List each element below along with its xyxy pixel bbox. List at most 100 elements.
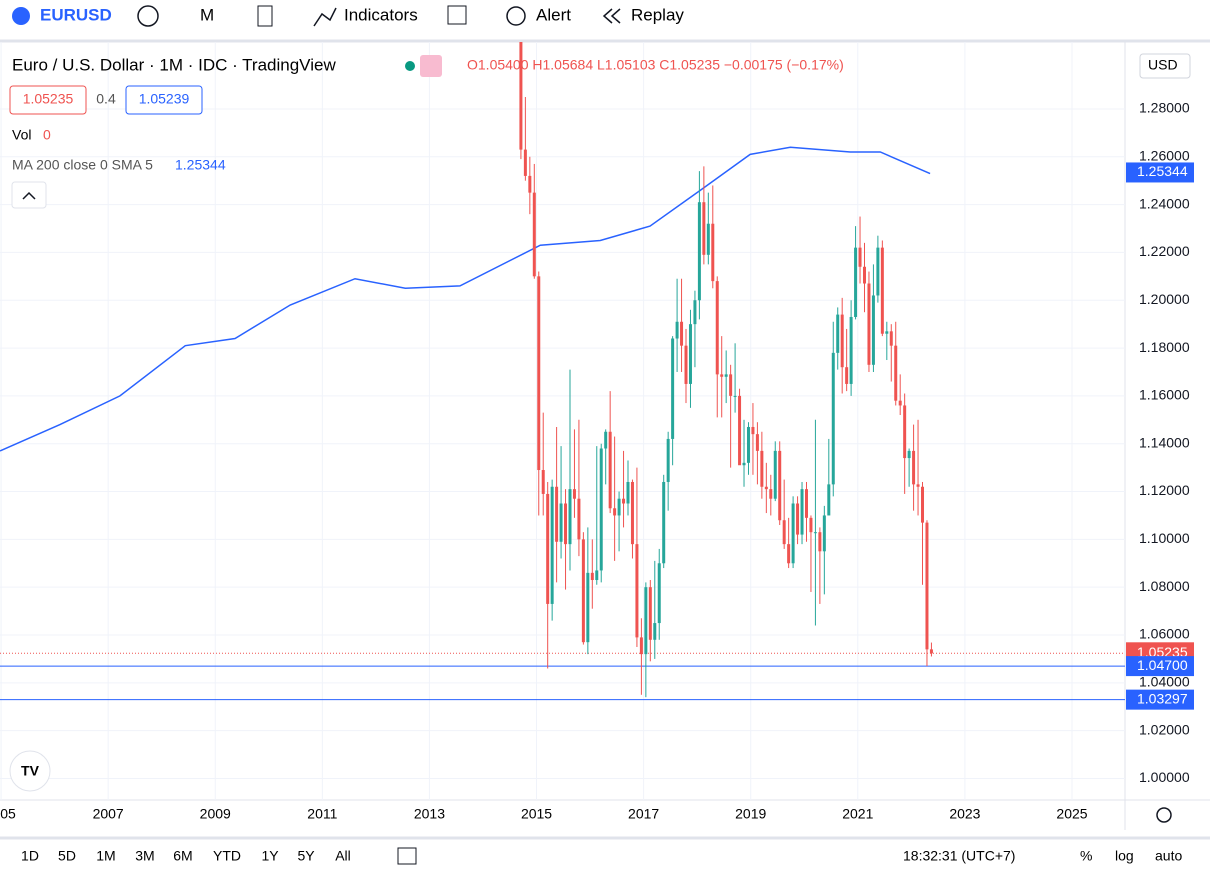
ma-value: 1.25344 — [175, 157, 226, 173]
candle-body — [849, 316, 853, 384]
x-tick-label: 2011 — [307, 806, 337, 822]
replay-button[interactable]: Replay — [631, 5, 684, 24]
y-tick-label: 1.02000 — [1139, 721, 1190, 737]
x-tick-label: 2009 — [200, 806, 231, 822]
candle-body — [635, 544, 639, 638]
candle-body — [862, 266, 866, 284]
candle-body — [715, 281, 719, 375]
candle-body — [822, 515, 826, 552]
candle-body — [773, 450, 777, 499]
y-tick-label: 1.22000 — [1139, 243, 1190, 259]
candle-body — [702, 202, 706, 255]
candle-body — [693, 300, 697, 325]
y-tick-label: 1.14000 — [1139, 434, 1190, 450]
date-range-icon[interactable] — [397, 847, 417, 865]
y-tick-label: 1.10000 — [1139, 530, 1190, 546]
range-button[interactable]: 5Y — [297, 848, 315, 864]
candle-body — [653, 623, 657, 640]
percent-toggle[interactable]: % — [1080, 848, 1092, 864]
candle-body — [617, 498, 621, 516]
range-button[interactable]: 1D — [21, 848, 39, 864]
candle-body — [791, 503, 795, 564]
candle-body — [550, 486, 554, 604]
candle-body — [608, 431, 612, 509]
candle-body — [559, 503, 563, 542]
indicators-icon[interactable] — [313, 7, 337, 27]
candle-body — [764, 486, 768, 490]
x-tick-label: 05 — [0, 806, 16, 822]
candle-body — [809, 517, 813, 533]
price-tag: 1.04700 — [1137, 657, 1188, 673]
candle-body — [787, 544, 791, 564]
indicators-button[interactable]: Indicators — [344, 5, 418, 24]
range-button[interactable]: All — [335, 848, 351, 864]
range-button[interactable]: 3M — [135, 848, 154, 864]
overlay: Euro / U.S. Dollar · 1M · IDC · TradingV… — [9, 53, 1191, 865]
price-tag-box — [1126, 656, 1194, 677]
replay-icon[interactable] — [602, 8, 621, 24]
tv-logo-mark: TV — [21, 763, 40, 779]
log-toggle[interactable]: log — [1115, 848, 1134, 864]
range-button[interactable]: 6M — [173, 848, 192, 864]
candle-body — [742, 462, 746, 466]
price-tag-box — [1126, 162, 1194, 183]
candle-body — [889, 331, 893, 346]
ma-line — [0, 146, 931, 452]
candle-body — [666, 438, 670, 482]
bid-box[interactable] — [9, 85, 87, 115]
candle-body — [626, 481, 630, 504]
candle-body — [604, 431, 608, 449]
candle-body — [858, 247, 862, 267]
candle-body — [519, 42, 523, 150]
candle-body — [912, 450, 916, 485]
legend-title: Euro / U.S. Dollar · 1M · IDC · TradingV… — [12, 55, 336, 74]
collapse-button[interactable] — [11, 181, 47, 209]
range-button[interactable]: YTD — [213, 848, 241, 864]
candle-body — [836, 314, 840, 353]
x-tick-label: 2021 — [842, 806, 873, 822]
candle-body — [894, 345, 898, 401]
market-status — [405, 61, 415, 71]
chart-type-icon[interactable] — [257, 5, 273, 27]
x-tick-label: 2013 — [414, 806, 445, 822]
candle-body — [827, 484, 831, 516]
candle-body — [599, 448, 603, 571]
range-button[interactable]: 1M — [96, 848, 115, 864]
currency-button[interactable] — [1139, 53, 1191, 79]
layouts-icon[interactable] — [447, 5, 467, 25]
alert-button[interactable]: Alert — [536, 5, 571, 24]
candle-body — [523, 149, 527, 176]
ask-box[interactable] — [125, 85, 203, 115]
candle-body — [854, 247, 858, 317]
candle-body — [871, 295, 875, 365]
candle-body — [796, 503, 800, 535]
candle-body — [733, 395, 737, 397]
range-button[interactable]: 5D — [58, 848, 76, 864]
y-tick-label: 1.00000 — [1139, 769, 1190, 785]
price-tag-box — [1126, 689, 1194, 710]
candle-body — [568, 489, 572, 545]
y-tick-label: 1.18000 — [1139, 339, 1190, 355]
candle-body — [800, 489, 804, 535]
interval[interactable]: M — [200, 5, 214, 24]
candle-body — [746, 426, 750, 463]
tv-logo[interactable] — [9, 750, 51, 792]
x-tick-label: 2023 — [949, 806, 980, 822]
candle-body — [916, 484, 920, 487]
add-icon[interactable] — [137, 5, 159, 27]
y-tick-label: 1.08000 — [1139, 578, 1190, 594]
candle-body — [532, 192, 536, 277]
candle-body — [898, 400, 902, 406]
alert-icon[interactable] — [506, 6, 526, 26]
settings-icon[interactable] — [1156, 807, 1172, 823]
symbol[interactable]: EURUSD — [40, 5, 112, 24]
range-button[interactable]: 1Y — [261, 848, 279, 864]
auto-toggle[interactable]: auto — [1155, 848, 1182, 864]
candle-body — [925, 522, 929, 650]
y-tick-label: 1.24000 — [1139, 195, 1190, 211]
candle-body — [845, 367, 849, 384]
candle-body — [840, 314, 844, 368]
candle-body — [630, 481, 634, 545]
candle-body — [688, 324, 692, 384]
y-tick-label: 1.26000 — [1139, 147, 1190, 163]
